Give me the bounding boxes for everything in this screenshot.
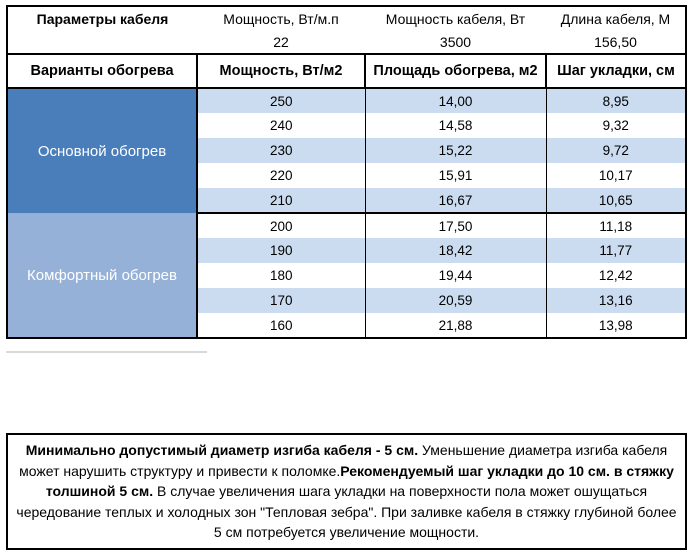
area-cell: 15,91: [364, 163, 547, 188]
step-cell: 13,98: [545, 313, 687, 338]
area-cell: 17,50: [364, 212, 547, 238]
data-row: 210 16,67 10,65: [7, 188, 687, 213]
area-cell: 18,42: [364, 238, 547, 263]
area-cell: 14,58: [364, 113, 547, 138]
params-col-cable-length: Длина кабеля, М: [560, 11, 671, 27]
heating-col-step: Шаг укладки, см: [545, 53, 687, 89]
power-cell: 250: [196, 88, 366, 113]
heating-col-power: Мощность, Вт/м2: [196, 53, 366, 89]
area-cell: 20,59: [364, 288, 547, 313]
heating-col-area: Площадь обогрева, м2: [364, 53, 547, 89]
step-cell: 13,16: [545, 288, 687, 313]
power-cell: 210: [196, 188, 366, 213]
note-box: Минимально допустимый диаметр изгиба каб…: [6, 433, 687, 550]
note-text-segment: В случае увеличения шага укладки на пове…: [16, 483, 677, 540]
step-cell: 10,17: [545, 163, 687, 188]
step-cell: 9,72: [545, 138, 687, 163]
data-row: 240 14,58 9,32: [7, 113, 687, 138]
power-cell: 230: [196, 138, 366, 163]
param-value-cable-power: 3500: [439, 34, 472, 50]
step-cell: 11,77: [545, 238, 687, 263]
param-value-cable-length: 156,50: [594, 34, 637, 50]
area-cell: 14,00: [364, 88, 547, 113]
area-cell: 19,44: [364, 263, 547, 288]
power-cell: 200: [196, 212, 366, 238]
params-col-power-per-m: Мощность, Вт/м.п: [223, 11, 339, 27]
step-cell: 8,95: [545, 88, 687, 113]
power-cell: 180: [196, 263, 366, 288]
area-cell: 21,88: [364, 313, 547, 338]
params-title: Параметры кабеля: [36, 11, 169, 27]
step-cell: 11,18: [545, 212, 687, 238]
note-bold-segment: Минимально допустимый диаметр изгиба каб…: [25, 442, 419, 458]
empty-cell: [7, 31, 197, 54]
area-cell: 15,22: [364, 138, 547, 163]
table-shadow-line: [6, 351, 207, 353]
data-row: 160 21,88 13,98: [7, 313, 687, 338]
params-values-row: 22 3500 156,50: [7, 31, 686, 54]
data-row: 230 15,22 9,72: [7, 138, 687, 163]
section-label-comfort: Комфортный обогрев: [7, 213, 198, 338]
data-row: 180 19,44 12,42: [7, 263, 687, 288]
heating-header-row: Варианты обогрева Мощность, Вт/м2 Площад…: [6, 53, 687, 89]
data-row: Основной обогрев 250 14,00 8,95: [7, 88, 687, 213]
power-cell: 240: [196, 113, 366, 138]
heating-col-variants: Варианты обогрева: [6, 53, 198, 89]
section-label-main: Основной обогрев: [7, 88, 198, 213]
cable-parameters-table: Параметры кабеля Мощность, Вт/м.п Мощнос…: [6, 5, 687, 339]
data-row: 170 20,59 13,16: [7, 288, 687, 313]
param-value-power-per-m: 22: [273, 34, 289, 50]
params-header-row: Параметры кабеля Мощность, Вт/м.п Мощнос…: [7, 6, 686, 31]
step-cell: 9,32: [545, 113, 687, 138]
step-cell: 10,65: [545, 188, 687, 213]
data-row: 190 18,42 11,77: [7, 238, 687, 263]
data-row: 220 15,91 10,17: [7, 163, 687, 188]
step-cell: 12,42: [545, 263, 687, 288]
power-cell: 220: [196, 163, 366, 188]
data-row: Комфортный обогрев 200 17,50 11,18: [7, 212, 687, 338]
note-text-segment: Уменьшение диаметра изгиба кабеля может …: [19, 442, 668, 479]
power-cell: 190: [196, 238, 366, 263]
note-bold-segment: Рекомендуемый шаг укладки до 10 см. в ст…: [45, 462, 674, 500]
power-cell: 170: [196, 288, 366, 313]
params-col-cable-power: Мощность кабеля, Вт: [385, 11, 526, 27]
power-cell: 160: [196, 313, 366, 338]
area-cell: 16,67: [364, 188, 547, 213]
